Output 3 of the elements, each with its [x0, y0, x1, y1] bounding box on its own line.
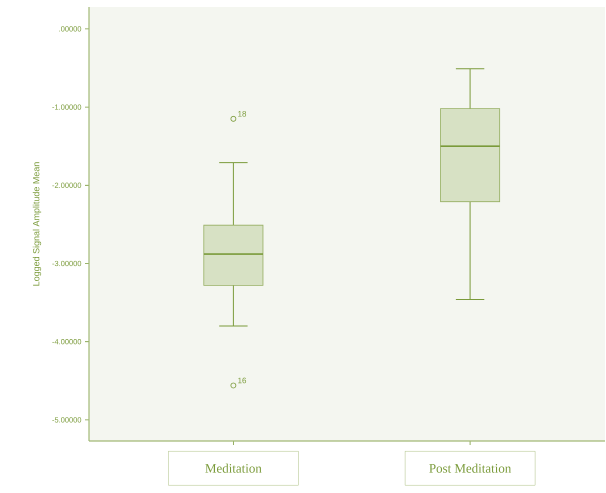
x-tick-label: Meditation — [205, 464, 262, 473]
y-axis-title: Logged Signal Amplitude Mean — [32, 162, 42, 286]
x-tick-label: Post Meditation — [429, 464, 512, 473]
